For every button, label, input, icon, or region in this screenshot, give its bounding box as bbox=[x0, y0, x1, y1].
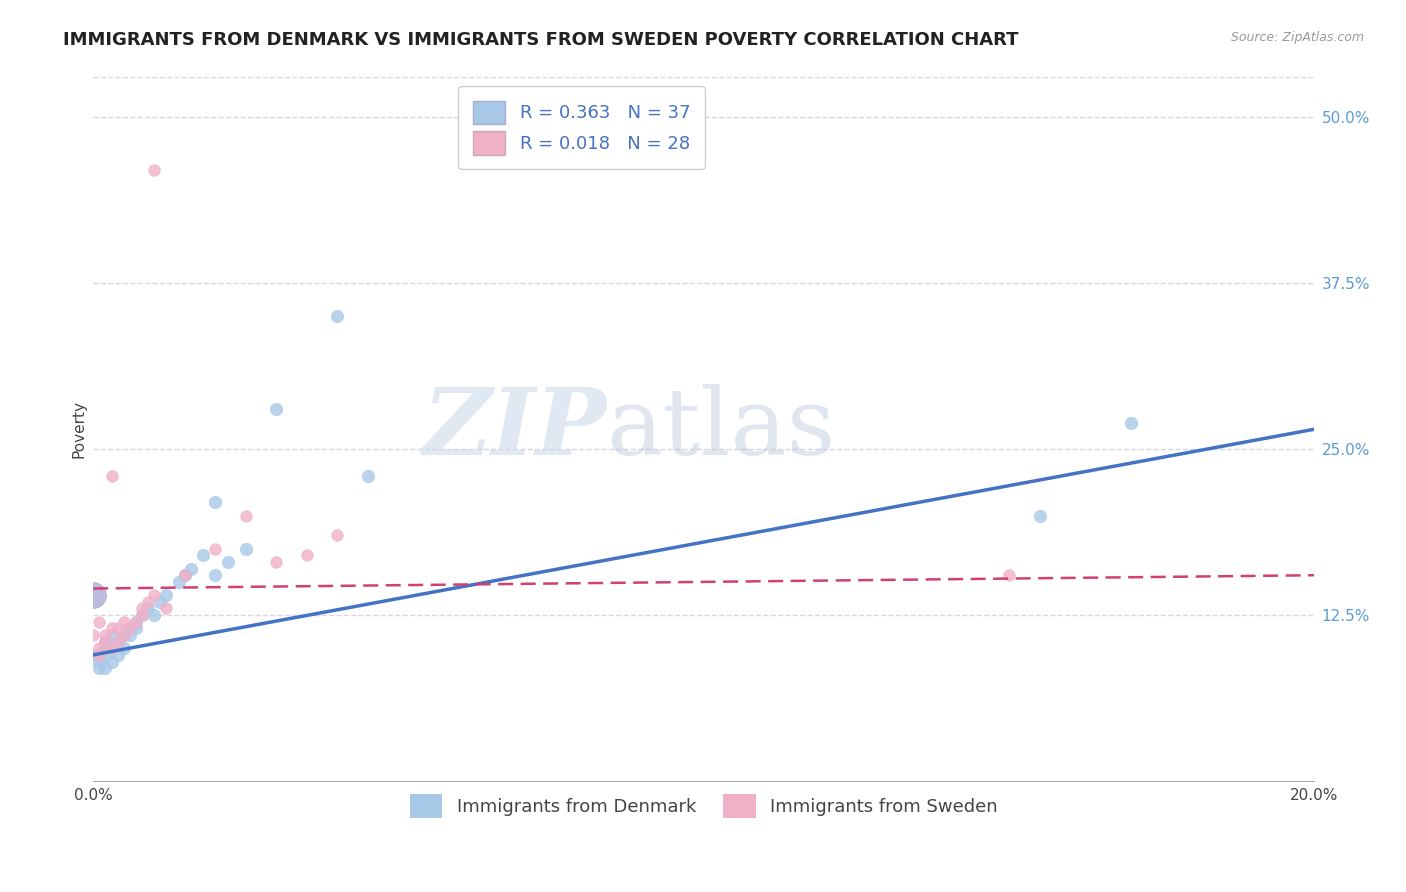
Point bbox=[155, 601, 177, 615]
Point bbox=[167, 574, 190, 589]
Point bbox=[204, 495, 226, 509]
Point bbox=[112, 628, 135, 642]
Point bbox=[118, 621, 141, 635]
Point bbox=[131, 601, 153, 615]
Point bbox=[204, 541, 226, 556]
Point bbox=[266, 555, 288, 569]
Point bbox=[94, 661, 117, 675]
Point bbox=[112, 615, 135, 629]
Point bbox=[173, 568, 195, 582]
Point bbox=[100, 468, 122, 483]
Point bbox=[204, 568, 226, 582]
Point bbox=[82, 648, 104, 662]
Point bbox=[107, 634, 129, 648]
Point bbox=[89, 615, 111, 629]
Point bbox=[131, 608, 153, 623]
Point bbox=[180, 561, 202, 575]
Text: atlas: atlas bbox=[606, 384, 835, 475]
Point bbox=[100, 655, 122, 669]
Point bbox=[107, 621, 129, 635]
Point bbox=[143, 608, 166, 623]
Point bbox=[94, 634, 117, 648]
Point bbox=[217, 555, 239, 569]
Point bbox=[136, 601, 159, 615]
Point bbox=[326, 528, 349, 542]
Point bbox=[136, 595, 159, 609]
Point bbox=[89, 648, 111, 662]
Point bbox=[89, 661, 111, 675]
Point bbox=[89, 655, 111, 669]
Point bbox=[100, 621, 122, 635]
Point bbox=[149, 595, 172, 609]
Point bbox=[191, 549, 214, 563]
Text: Source: ZipAtlas.com: Source: ZipAtlas.com bbox=[1230, 31, 1364, 45]
Point bbox=[118, 621, 141, 635]
Point bbox=[266, 402, 288, 417]
Point bbox=[89, 648, 111, 662]
Point bbox=[82, 588, 104, 602]
Point bbox=[107, 648, 129, 662]
Point bbox=[94, 641, 117, 656]
Point bbox=[235, 508, 257, 523]
Point bbox=[131, 608, 153, 623]
Point bbox=[107, 634, 129, 648]
Point bbox=[118, 628, 141, 642]
Point bbox=[357, 468, 380, 483]
Point bbox=[94, 628, 117, 642]
Point bbox=[94, 634, 117, 648]
Point bbox=[295, 549, 318, 563]
Point bbox=[173, 568, 195, 582]
Point bbox=[143, 163, 166, 178]
Point bbox=[125, 621, 148, 635]
Point bbox=[100, 641, 122, 656]
Point bbox=[89, 641, 111, 656]
Point bbox=[100, 641, 122, 656]
Text: ZIP: ZIP bbox=[422, 384, 606, 475]
Text: IMMIGRANTS FROM DENMARK VS IMMIGRANTS FROM SWEDEN POVERTY CORRELATION CHART: IMMIGRANTS FROM DENMARK VS IMMIGRANTS FR… bbox=[63, 31, 1019, 49]
Point bbox=[125, 615, 148, 629]
Point bbox=[143, 588, 166, 602]
Point bbox=[82, 628, 104, 642]
Point bbox=[125, 615, 148, 629]
Point bbox=[235, 541, 257, 556]
Point bbox=[1121, 416, 1143, 430]
Point bbox=[326, 310, 349, 324]
Point bbox=[112, 641, 135, 656]
Point bbox=[94, 648, 117, 662]
Point bbox=[155, 588, 177, 602]
Point bbox=[998, 568, 1021, 582]
Y-axis label: Poverty: Poverty bbox=[72, 401, 86, 458]
Point bbox=[1028, 508, 1050, 523]
Point bbox=[100, 628, 122, 642]
Point bbox=[112, 628, 135, 642]
Legend: Immigrants from Denmark, Immigrants from Sweden: Immigrants from Denmark, Immigrants from… bbox=[402, 787, 1005, 825]
